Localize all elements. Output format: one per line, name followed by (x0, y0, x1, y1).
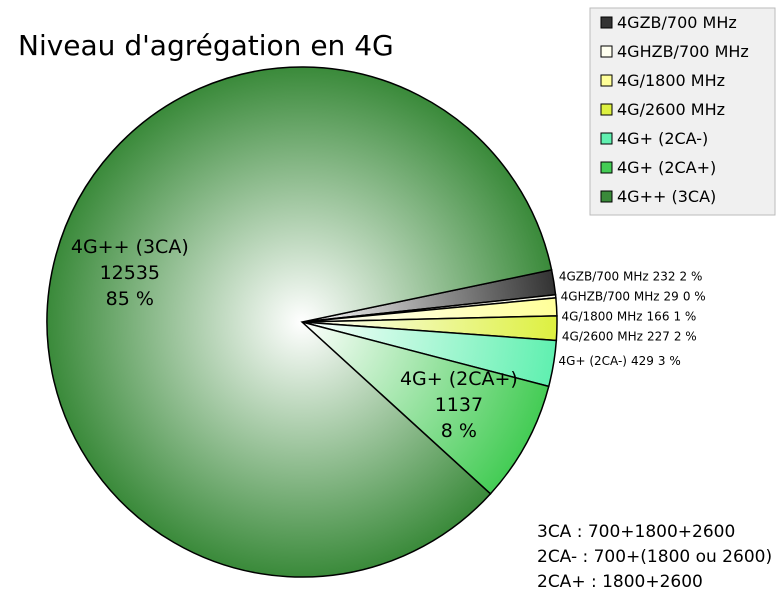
pie-slice (46, 66, 553, 578)
legend-swatch (600, 161, 613, 174)
legend-box (589, 7, 776, 216)
slice-label: 4GHZB/700 MHz 29 0 % (561, 290, 706, 304)
legend-swatch (600, 103, 613, 116)
slice-label-part: 4GHZB/700 MHz (561, 290, 660, 304)
slice-label: 1137 (435, 394, 483, 416)
legend-swatch (600, 74, 613, 87)
legend-swatch (600, 45, 613, 58)
slice-label: 85 % (106, 288, 154, 310)
legend-label: 4G/2600 MHz (617, 100, 725, 119)
slice-label: 4G+ (2CA-) 429 3 % (559, 354, 681, 368)
legend-label: 4GZB/700 MHz (617, 13, 737, 32)
slice-label-part: 227 (647, 330, 670, 344)
legend-label: 4G+ (2CA-) (617, 129, 708, 148)
slice-label-part: 1 % (673, 310, 696, 324)
slice-label-part: 4G+ (2CA-) (559, 354, 627, 368)
slice-label-part: 232 (653, 270, 676, 284)
note: 3CA : 700+1800+2600 (537, 522, 735, 542)
slice-label-part: 429 (631, 354, 654, 368)
legend-label: 4G++ (3CA) (617, 187, 716, 206)
legend-swatch (600, 16, 613, 29)
legend-label: 4G+ (2CA+) (617, 158, 716, 177)
slice-label: 4GZB/700 MHz 232 2 % (559, 270, 703, 284)
pie-slice (301, 321, 550, 495)
chart-title: Niveau d'agrégation en 4G (18, 29, 394, 62)
legend-label: 4G/1800 MHz (617, 71, 725, 90)
slice-label-part: 0 % (683, 290, 706, 304)
legend-swatch (600, 190, 613, 203)
slice-label: 4G++ (3CA) (71, 236, 189, 258)
note: 2CA+ : 1800+2600 (537, 572, 703, 592)
slice-label-part: 29 (664, 290, 679, 304)
legend-label: 4GHZB/700 MHz (617, 42, 749, 61)
legend-swatch (600, 132, 613, 145)
note: 2CA- : 700+(1800 ou 2600) (537, 547, 772, 567)
slice-label-part: 4G/1800 MHz (562, 310, 643, 324)
slice-label: 8 % (441, 420, 477, 442)
slice-label-part: 4G/2600 MHz (562, 330, 643, 344)
slice-label-part: 2 % (674, 330, 697, 344)
slice-label: 4G/2600 MHz 227 2 % (562, 330, 697, 344)
slice-label-part: 166 (647, 310, 670, 324)
slice-label: 4G+ (2CA+) (400, 368, 518, 390)
slice-label-part: 4GZB/700 MHz (559, 270, 649, 284)
slice-label-part: 2 % (680, 270, 703, 284)
slice-label: 12535 (100, 262, 160, 284)
slice-label-part: 3 % (658, 354, 681, 368)
slice-label: 4G/1800 MHz 166 1 % (562, 310, 697, 324)
